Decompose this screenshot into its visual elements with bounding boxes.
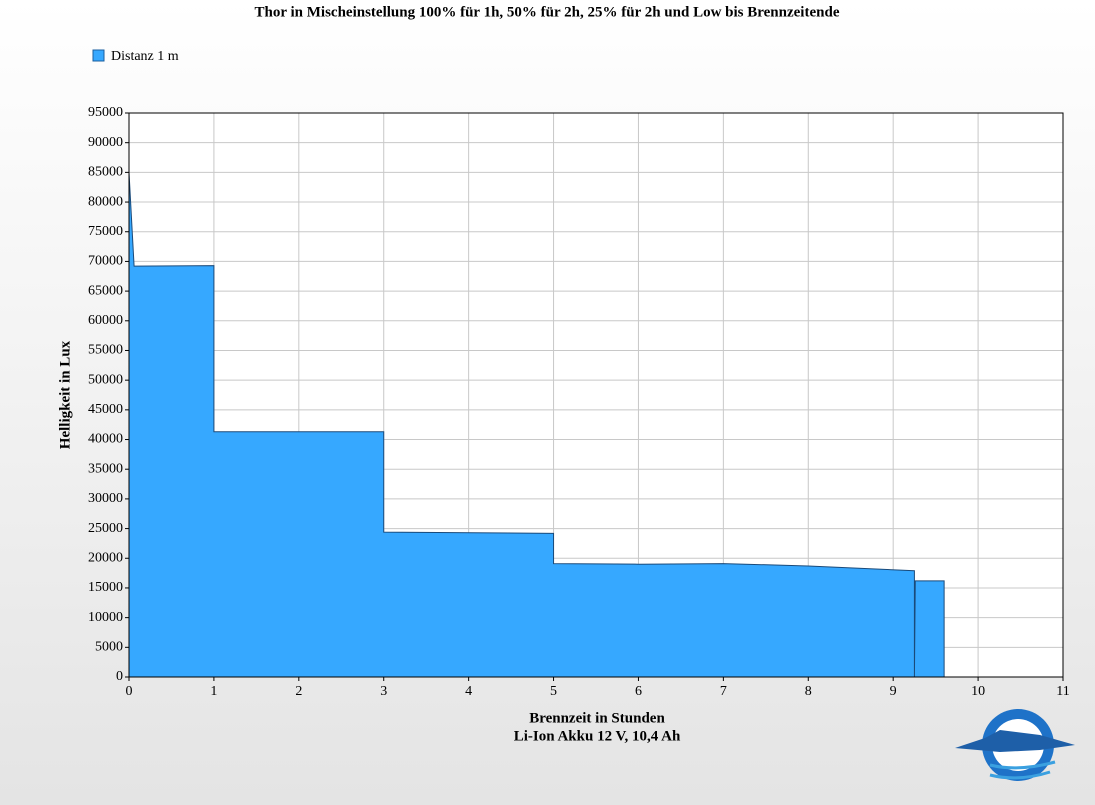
y-tick-label: 30000	[88, 491, 123, 506]
x-tick-label: 1	[210, 684, 217, 699]
x-tick-label: 2	[295, 684, 302, 699]
y-tick-label: 70000	[88, 254, 123, 269]
y-tick-label: 90000	[88, 135, 123, 150]
legend-swatch	[92, 49, 105, 62]
x-tick-label: 5	[550, 684, 557, 699]
chart-title: Thor in Mischeinstellung 100% für 1h, 50…	[255, 4, 840, 20]
y-tick-label: 10000	[88, 610, 123, 625]
x-axis-label: Li-Ion Akku 12 V, 10,4 Ah	[514, 728, 681, 744]
legend-label: Distanz 1 m	[111, 49, 179, 64]
y-tick-label: 75000	[88, 224, 123, 239]
y-tick-label: 45000	[88, 402, 123, 417]
y-tick-label: 60000	[88, 313, 123, 328]
y-tick-label: 50000	[88, 372, 123, 387]
x-tick-label: 10	[971, 684, 985, 699]
x-tick-label: 8	[805, 684, 812, 699]
y-tick-label: 55000	[88, 343, 123, 358]
y-tick-label: 85000	[88, 165, 123, 180]
plot-border	[128, 112, 1064, 678]
x-tick-label: 0	[126, 684, 133, 699]
y-tick-label: 35000	[88, 461, 123, 476]
x-tick-label: 4	[465, 684, 472, 699]
y-tick-label: 0	[116, 669, 123, 684]
logo	[955, 709, 1075, 781]
area	[128, 172, 945, 678]
x-tick-label: 11	[1056, 684, 1069, 699]
x-tick-label: 6	[635, 684, 642, 699]
x-tick-label: 7	[720, 684, 727, 699]
y-tick-label: 20000	[88, 550, 123, 565]
y-tick-label: 15000	[88, 580, 123, 595]
y-tick-label: 40000	[88, 432, 123, 447]
y-tick-label: 65000	[88, 283, 123, 298]
x-tick-label: 3	[380, 684, 387, 699]
y-tick-label: 5000	[95, 640, 123, 655]
y-axis-label: Helligkeit in Lux	[57, 340, 73, 449]
x-axis-label: Brennzeit in Stunden	[529, 710, 665, 726]
y-tick-label: 80000	[88, 194, 123, 209]
y-tick-label: 25000	[88, 521, 123, 536]
y-tick-label: 95000	[88, 105, 123, 120]
x-tick-label: 9	[890, 684, 897, 699]
